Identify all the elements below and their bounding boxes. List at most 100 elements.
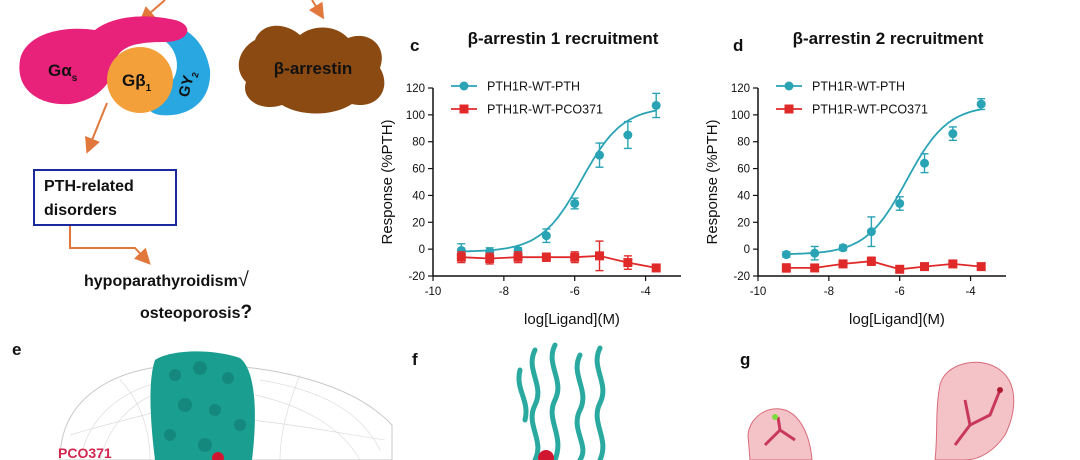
y-tick-label: 100 (731, 110, 750, 122)
y-tick-label: 100 (406, 110, 425, 122)
g-beta-subunit (107, 47, 173, 113)
y-tick-label: 0 (744, 244, 750, 256)
x-axis-label: log[Ligand](M) (849, 311, 945, 328)
legend-label: PTH1R-WT-PTH (487, 80, 580, 94)
data-point (595, 150, 605, 160)
panel-g-density (747, 361, 1015, 460)
legend-label: PTH1R-WT-PCO371 (812, 103, 928, 117)
beta-arrestin-shape (238, 25, 385, 114)
pco371-label: PCO371 (58, 445, 112, 460)
y-tick-label: 20 (412, 217, 425, 229)
data-point (623, 258, 633, 268)
data-point (570, 198, 580, 208)
g-alpha-label: Gαs (48, 61, 78, 84)
pco371-ligand (538, 450, 554, 460)
receptor-density-texture (164, 361, 246, 452)
y-tick-label: 120 (731, 83, 750, 95)
data-point (623, 130, 633, 140)
arrow-to-arrestin (308, 0, 325, 20)
data-point (838, 259, 848, 269)
chart-beta-arrestin-2: β-arrestin 2 recruitment -20 0 20 40 60 80 100 1… (704, 29, 1006, 328)
x-tick-label: -10 (425, 286, 442, 298)
y-tick-label: 40 (737, 190, 750, 202)
x-tick-label: -8 (824, 286, 834, 298)
pco371-density (212, 452, 224, 460)
data-point (781, 250, 791, 260)
ligand-sticks (763, 389, 1002, 447)
y-tick-label: 0 (419, 244, 425, 256)
outcome-hypoparathyroidism: hypoparathyroidism√ (84, 269, 249, 291)
panel-letter-f: f (412, 350, 418, 369)
series-pco371 (781, 256, 986, 274)
series-pth (456, 92, 661, 258)
legend-marker (784, 81, 794, 91)
data-point (651, 100, 661, 110)
data-point (513, 252, 523, 262)
data-point (895, 264, 905, 274)
legend-marker (784, 104, 794, 114)
chart-beta-arrestin-1: β-arrestin 1 recruitment -20 0 20 40 60 80 100 1… (379, 29, 681, 328)
pathway-schematic: Gαs Gβ1 GY2 β-arrestin PTH-related disor… (19, 0, 385, 323)
data-point (838, 243, 848, 253)
fit-curve (461, 109, 657, 253)
y-tick-label: 60 (412, 164, 425, 176)
data-point (976, 262, 986, 272)
y-tick-label: 60 (737, 164, 750, 176)
y-tick-label: 120 (406, 83, 425, 95)
data-point (948, 259, 958, 269)
ligand-density-right (934, 361, 1015, 460)
receptor-helices (516, 342, 606, 460)
y-tick-label: -20 (408, 271, 425, 283)
data-point (781, 263, 791, 273)
x-tick-label: -4 (965, 286, 976, 298)
disorders-box-line2: disorders (44, 202, 117, 219)
g-gamma-label: GY2 (175, 69, 200, 100)
y-tick-label: 80 (737, 137, 750, 149)
data-point (595, 251, 605, 261)
data-point (570, 252, 580, 262)
beta-arrestin-label: β-arrestin (274, 59, 352, 78)
data-point (541, 231, 551, 241)
x-tick-label: -6 (570, 286, 580, 298)
disorders-box-line1: PTH-related (44, 178, 134, 195)
panel-f-structure (516, 342, 606, 460)
data-point (651, 263, 661, 273)
data-point (810, 248, 820, 258)
data-point (976, 99, 986, 109)
data-point (810, 263, 820, 273)
chart-title: β-arrestin 2 recruitment (793, 29, 984, 48)
panel-e-structure: PCO371 (58, 351, 393, 460)
panel-letter-d: d (733, 36, 744, 55)
data-point (485, 254, 495, 264)
data-point (541, 252, 551, 262)
series-pco371 (456, 240, 661, 273)
fluorine-atom (772, 414, 778, 420)
data-point (866, 227, 876, 237)
x-tick-label: -4 (640, 286, 651, 298)
micelle-mesh (69, 374, 386, 460)
x-tick-label: -10 (750, 286, 767, 298)
oxygen-atom (997, 387, 1003, 393)
legend-marker (459, 81, 469, 91)
legend-label: PTH1R-WT-PTH (812, 80, 905, 94)
y-tick-label: 20 (737, 217, 750, 229)
panel-letter-g: g (740, 350, 751, 369)
chart-title: β-arrestin 1 recruitment (468, 29, 659, 48)
connect-line (786, 260, 982, 271)
g-alpha-subunit (19, 16, 188, 105)
y-tick-label: 40 (412, 190, 425, 202)
x-tick-label: -8 (499, 286, 509, 298)
y-axis-label: Response (%PTH) (379, 119, 396, 244)
legend-label: PTH1R-WT-PCO371 (487, 103, 603, 117)
ligand-density-left (747, 408, 813, 460)
arrow-to-disorders (85, 102, 108, 154)
panel-letter-e: e (12, 340, 22, 359)
arrow-to-outcomes (69, 226, 151, 265)
x-tick-label: -6 (895, 286, 905, 298)
data-point (866, 256, 876, 266)
y-axis-label: Response (%PTH) (704, 119, 721, 244)
g-beta-label: Gβ1 (122, 71, 152, 94)
data-point (920, 158, 930, 168)
data-point (920, 262, 930, 272)
y-tick-label: -20 (733, 271, 750, 283)
